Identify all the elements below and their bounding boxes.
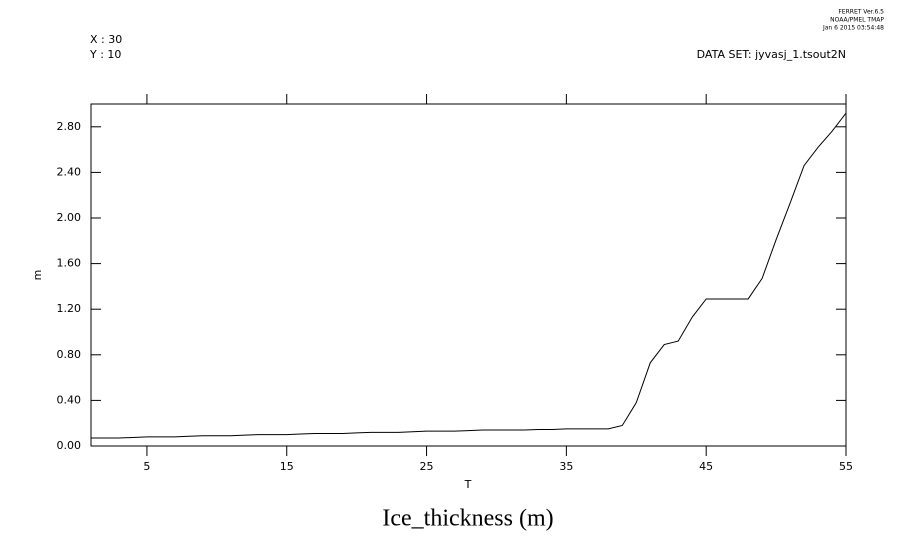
- y-tick-label: 2.40: [57, 165, 82, 178]
- y-tick-label: 1.60: [57, 257, 82, 270]
- plot-frame: [90, 103, 847, 447]
- y-axis-label: m: [31, 270, 44, 281]
- data-line: [91, 112, 847, 439]
- x-tick-label: 25: [420, 460, 434, 473]
- x-tick-label: 45: [699, 460, 713, 473]
- chart-title: Ice_thickness (m): [382, 506, 553, 532]
- y-tick-label: 0.80: [57, 348, 82, 361]
- y-tick-label: 1.20: [57, 302, 82, 315]
- x-axis-label: T: [464, 478, 472, 491]
- annotation: X : 30: [90, 33, 122, 46]
- x-tick-label: 5: [143, 460, 150, 473]
- y-tick-label: 0.40: [57, 393, 82, 406]
- x-tick-label: 15: [280, 460, 294, 473]
- annotation: DATA SET: jyvasj_1.tsout2N: [697, 48, 846, 61]
- annotation: NOAA/PMEL TMAP: [830, 17, 884, 24]
- annotation: Y : 10: [89, 48, 121, 61]
- annotation: Jan 6 2015 03:54:48: [822, 25, 884, 32]
- y-tick-label: 2.80: [57, 120, 82, 133]
- x-tick-label: 55: [839, 460, 853, 473]
- x-tick-label: 35: [559, 460, 573, 473]
- annotation: FERRET Ver.6.5: [838, 9, 884, 16]
- y-tick-label: 0.00: [57, 439, 82, 452]
- y-tick-label: 2.00: [57, 211, 82, 224]
